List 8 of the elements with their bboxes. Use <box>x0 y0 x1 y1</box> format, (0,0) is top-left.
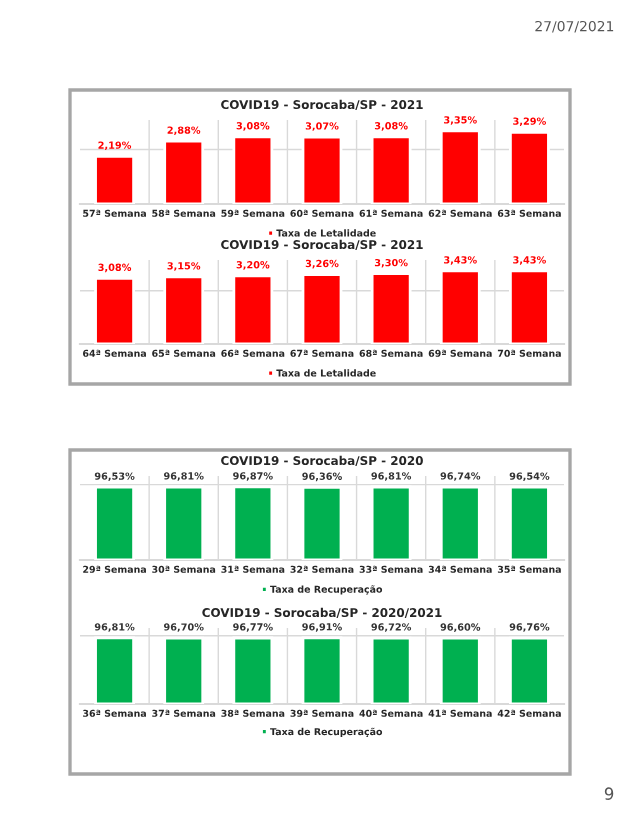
bar <box>163 139 205 204</box>
text: 9 <box>604 787 614 800</box>
bar <box>232 135 274 204</box>
bar <box>439 129 481 204</box>
bar <box>94 154 135 204</box>
bar <box>370 135 412 204</box>
bar <box>301 135 343 204</box>
bar <box>509 130 550 204</box>
